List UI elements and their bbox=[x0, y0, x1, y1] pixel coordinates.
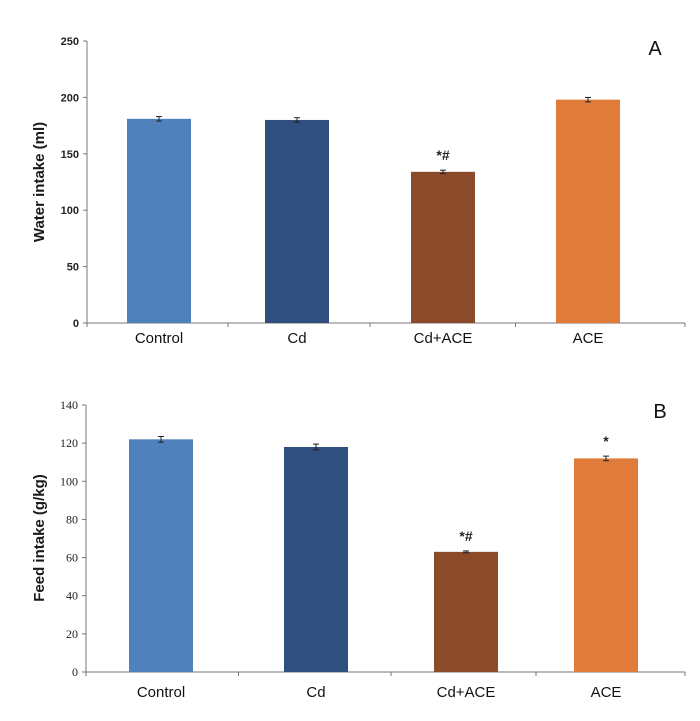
y-tick-label: 50 bbox=[67, 262, 79, 274]
x-tick-label: Cd bbox=[287, 330, 306, 347]
bar-cd-ace bbox=[434, 551, 498, 672]
y-tick-label: 60 bbox=[66, 551, 78, 565]
bar-ace bbox=[556, 99, 620, 323]
y-tick-label: 150 bbox=[61, 149, 79, 161]
y-tick-label: 80 bbox=[66, 512, 78, 526]
x-tick-label: Control bbox=[135, 330, 183, 347]
significance-marker: *# bbox=[436, 147, 449, 163]
x-tick-label: Cd+ACE bbox=[414, 330, 473, 347]
y-axis-label: Water intake (ml) bbox=[31, 122, 48, 242]
y-tick-label: 140 bbox=[60, 398, 78, 412]
bar-cd bbox=[265, 119, 329, 324]
significance-marker: * bbox=[603, 433, 609, 449]
y-tick-label: 0 bbox=[72, 665, 78, 679]
significance-marker: *# bbox=[459, 528, 472, 544]
bar-cd bbox=[284, 446, 348, 672]
y-tick-label: 100 bbox=[61, 205, 79, 217]
bar-ace bbox=[574, 458, 638, 672]
x-tick-label: Control bbox=[137, 684, 185, 701]
y-tick-label: 200 bbox=[61, 92, 79, 104]
x-tick-label: ACE bbox=[591, 684, 622, 701]
chart-feed-intake: 0 20 40 60 80 100 120 140 Control Cd *# Cd+ACE * ACE F… bbox=[31, 398, 686, 701]
bar-cd-ace bbox=[411, 171, 475, 323]
bar-control bbox=[127, 118, 191, 323]
bar-control bbox=[129, 439, 193, 672]
x-tick-label: ACE bbox=[573, 330, 604, 347]
panel-label: A bbox=[648, 38, 662, 60]
x-tick-label: Cd+ACE bbox=[437, 684, 496, 701]
chart-water-intake: 0 50 100 150 200 250 Control Cd *# Cd+ACE ACE Water… bbox=[31, 36, 686, 347]
x-tick-label: Cd bbox=[306, 684, 325, 701]
y-tick-label: 0 bbox=[73, 318, 79, 330]
y-tick-label: 40 bbox=[66, 589, 78, 603]
y-axis-label: Feed intake (g/kg) bbox=[31, 474, 48, 602]
y-tick-label: 20 bbox=[66, 627, 78, 641]
y-tick-label: 120 bbox=[60, 436, 78, 450]
y-tick-label: 250 bbox=[61, 36, 79, 48]
panel-label: B bbox=[653, 401, 666, 423]
y-tick-label: 100 bbox=[60, 474, 78, 488]
